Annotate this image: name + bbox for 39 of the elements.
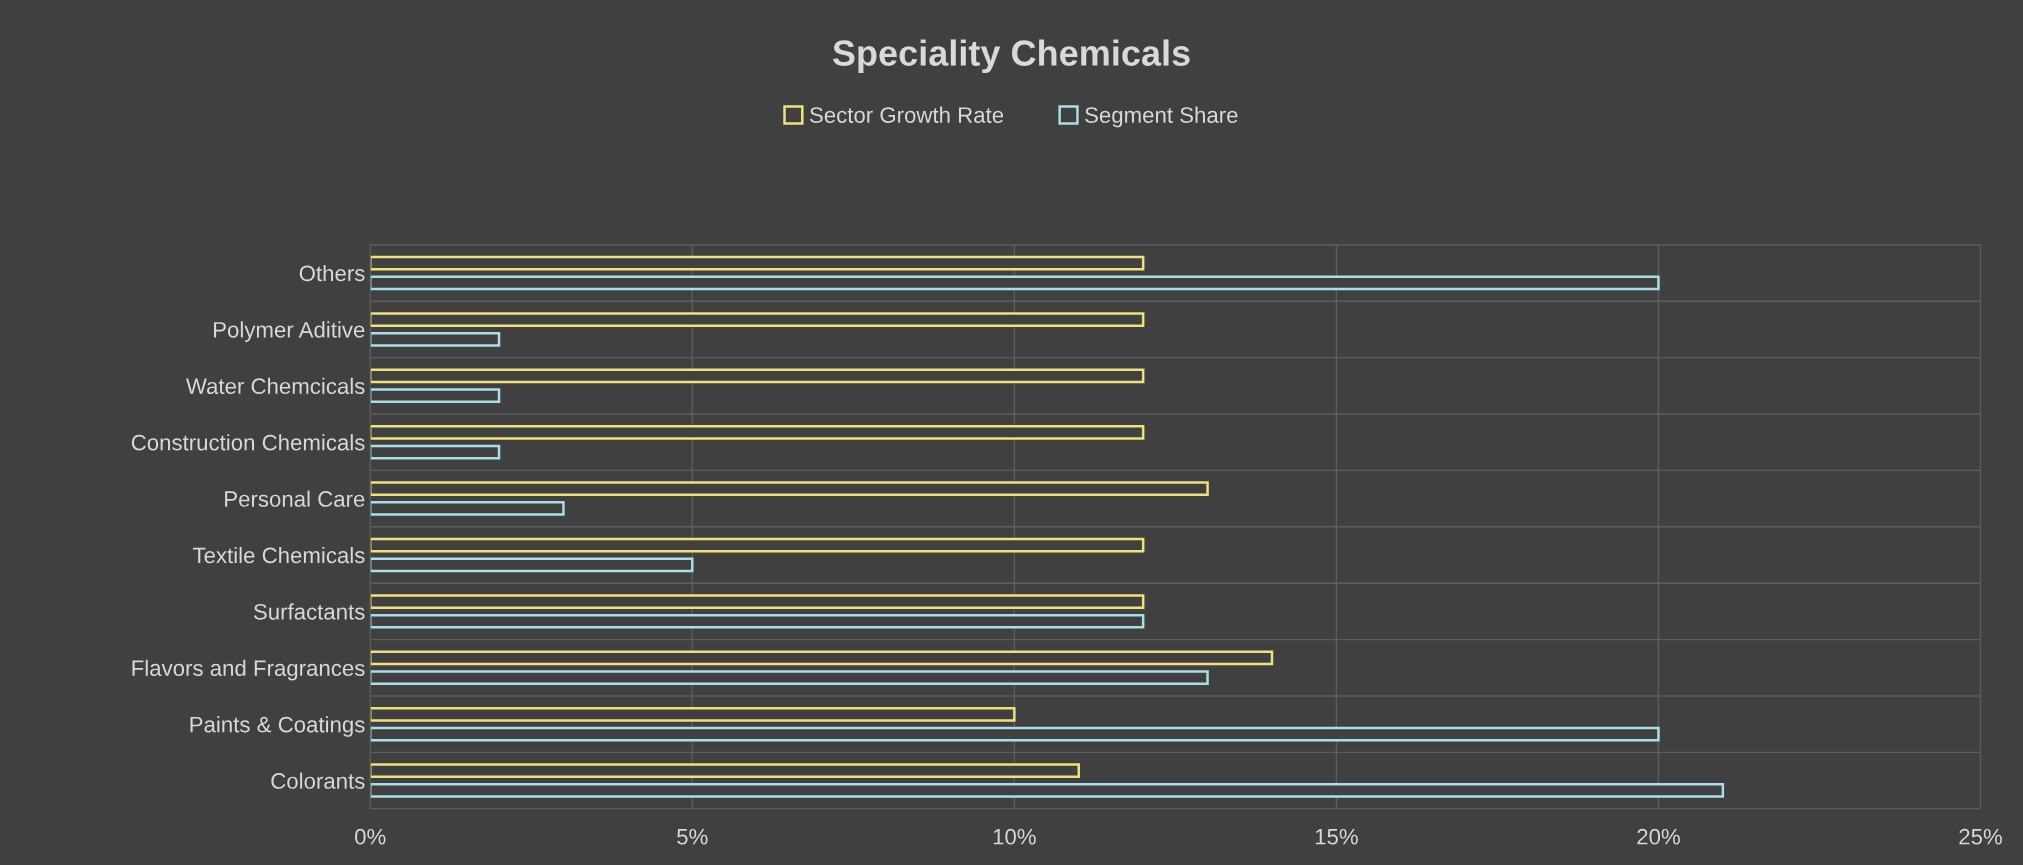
y-tick-label: Flavors and Fragrances: [132, 659, 365, 681]
bar: [370, 670, 1209, 686]
x-tick-label: 5%: [677, 828, 708, 845]
bar: [370, 763, 1080, 779]
bar: [370, 537, 1145, 553]
bar: [370, 613, 1145, 629]
x-tick-label: 25%: [1959, 828, 2002, 845]
bar: [370, 706, 1016, 722]
bar: [370, 444, 501, 460]
y-tick-label: Colorants: [271, 772, 365, 789]
bar: [370, 557, 694, 573]
x-tick-label: 0%: [355, 828, 386, 845]
y-tick-label: Polymer Aditive: [214, 321, 365, 343]
bar: [370, 481, 1209, 497]
bar: [370, 501, 565, 516]
y-tick-label: Others: [299, 264, 365, 282]
bar: [370, 275, 1660, 291]
legend-label: Sector Growth Rate: [809, 106, 1004, 123]
legend-label: Segment Share: [1085, 106, 1238, 128]
x-tick-label: 15%: [1315, 828, 1358, 845]
y-tick-label: Water Chemcicals: [186, 377, 365, 395]
y-tick-label: Construction Chemicals: [131, 434, 365, 451]
bar: [370, 726, 1660, 742]
x-tick-label: 10%: [993, 828, 1036, 845]
bar: [370, 331, 501, 347]
bar: [370, 650, 1274, 666]
y-tick-label: Personal Care: [225, 490, 365, 507]
chart-title: Speciality Chemicals: [832, 39, 1190, 74]
y-tick-label: Surfactants: [253, 603, 365, 620]
bar: [370, 312, 1145, 327]
bar: [370, 594, 1145, 609]
y-tick-label: Textile Chemicals: [192, 546, 365, 564]
bar: [370, 368, 1145, 384]
bar: [370, 388, 501, 404]
bar: [370, 783, 1725, 798]
x-tick-label: 20%: [1637, 828, 1680, 845]
bar: [370, 255, 1145, 271]
bar: [370, 424, 1145, 440]
y-tick-label: Paints & Coatings: [190, 716, 365, 737]
